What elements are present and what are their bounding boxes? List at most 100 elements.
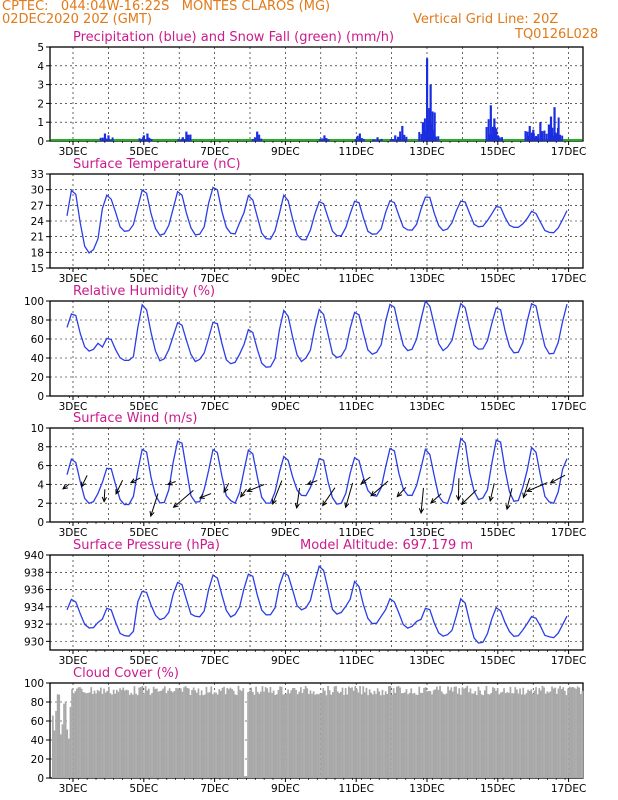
precip-bar [549, 125, 552, 141]
cloud-column [264, 687, 267, 778]
cloud-column [248, 690, 251, 778]
precip-bar [256, 131, 259, 141]
y-tick-label: 20 [31, 754, 44, 766]
wind-arrow-head [81, 481, 86, 488]
cloud-column [303, 689, 305, 778]
x-tick-label: 9DEC [271, 146, 300, 158]
cloud-column [95, 693, 97, 778]
cloud-column [340, 691, 342, 778]
cloud-column [66, 729, 69, 778]
cloud-column [335, 685, 337, 778]
cloud-column [576, 686, 579, 778]
y-tick-label: 15 [31, 263, 44, 275]
cloud-column [258, 693, 261, 778]
cloud-column [116, 689, 118, 778]
wind-arrow-head [522, 492, 528, 499]
precip-bar [394, 135, 397, 141]
precip-bar [494, 137, 497, 141]
x-tick-label: 11DEC [338, 146, 373, 158]
y-tick-label: 936 [24, 585, 44, 597]
cloud-column [220, 690, 222, 778]
precip-bar [428, 133, 431, 141]
x-tick-label: 3DEC [59, 273, 88, 285]
cloud-column [226, 687, 229, 778]
cloud-column [71, 689, 73, 778]
precip-bar [551, 127, 554, 141]
cloud-column [351, 687, 353, 778]
y-tick-label: 934 [24, 602, 44, 614]
cloud-column [455, 686, 457, 778]
wind-arrow-head [246, 487, 253, 493]
cloud-column [253, 694, 256, 778]
x-tick-label: 7DEC [200, 655, 229, 667]
precip-bar [435, 136, 438, 141]
precip-bar [150, 138, 153, 141]
x-tick-label: 7DEC [200, 401, 229, 413]
cloud-column [528, 690, 531, 778]
x-tick-label: 13DEC [409, 401, 444, 413]
cloud-column [152, 686, 155, 778]
x-tick-label: 15DEC [480, 527, 515, 539]
cloud-column [120, 690, 123, 778]
precip-bar [492, 139, 495, 141]
cloud-column [364, 692, 366, 778]
wind-arrow [62, 483, 70, 490]
cloud-column [189, 694, 192, 778]
cloud-column [199, 695, 201, 778]
panel-frame [49, 46, 584, 142]
y-tick-label: 40 [31, 353, 44, 365]
cloud-column [490, 693, 493, 778]
series-line [66, 564, 568, 644]
cloud-column [400, 693, 403, 778]
cloud-column [519, 688, 521, 778]
y-tick-label: 80 [31, 315, 44, 327]
cloud-column [396, 686, 398, 778]
cloud-column [424, 687, 427, 778]
cloud-column [372, 694, 374, 778]
cloud-column [160, 690, 163, 778]
wind-arrow [345, 482, 354, 508]
cloud-column [458, 688, 461, 778]
cloud-column [240, 690, 243, 778]
cloud-column [109, 693, 112, 778]
cloud-column [269, 686, 272, 778]
precip-bar [389, 139, 392, 141]
cloud-column [333, 686, 336, 778]
precip-bar [524, 131, 527, 141]
precip-bar [553, 107, 556, 141]
cloud-column [480, 694, 483, 778]
cloud-column [573, 687, 576, 778]
cloud-column [383, 694, 385, 778]
x-tick-label: 17DEC [551, 401, 586, 413]
panel-title: Surface Temperature (nC) [73, 157, 241, 172]
cloud-column [420, 692, 422, 778]
cloud-column [524, 694, 526, 778]
y-tick-label: 24 [31, 216, 45, 228]
cloud-column [271, 692, 273, 778]
cloud-column [280, 686, 283, 778]
y-tick-label: 27 [31, 200, 44, 212]
cloud-column [496, 688, 499, 778]
cloud-column [96, 689, 99, 778]
y-tick-label: 0 [37, 136, 44, 148]
wind-arrow-head [129, 478, 136, 484]
cloud-column [450, 687, 453, 778]
cloud-column [266, 688, 269, 778]
wind-arrow [103, 489, 106, 502]
y-tick-label: 21 [31, 232, 44, 244]
precip-bar [403, 134, 406, 141]
cloud-column [210, 686, 213, 778]
cloud-column [234, 694, 237, 778]
precip-bar [189, 134, 192, 141]
x-tick-label: 9DEC [271, 655, 300, 667]
wind-arrow-head [430, 498, 436, 504]
cloud-column [544, 693, 547, 778]
cloud-column [429, 691, 432, 778]
wind-arrow-head [525, 487, 532, 493]
cloud-column [448, 690, 451, 778]
cloud-column [144, 686, 147, 778]
cloud-column [117, 691, 120, 778]
x-tick-label: 13DEC [409, 783, 444, 795]
cloud-column [221, 687, 224, 778]
